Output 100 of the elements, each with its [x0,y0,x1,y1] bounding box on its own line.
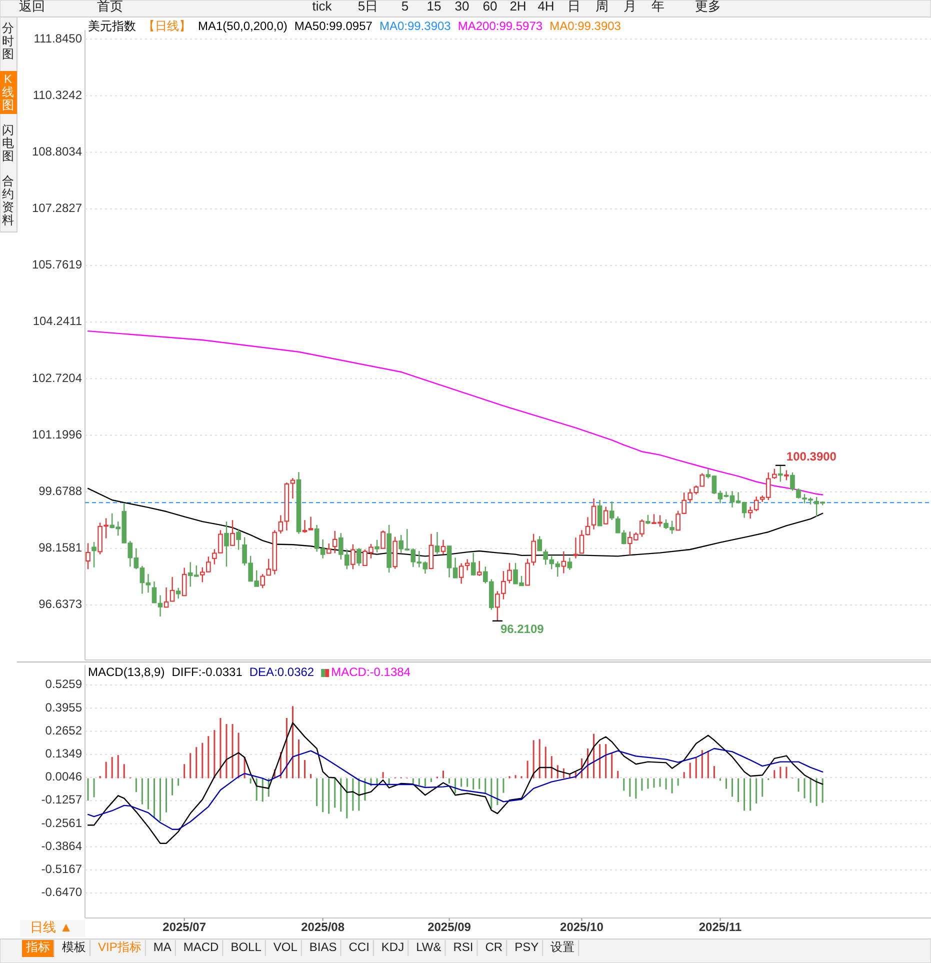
text: BIAS [309,940,337,954]
candlestick [567,557,572,571]
candlestick [573,536,578,560]
candlestick [182,567,187,596]
text: 5日 [358,0,378,14]
annotation: MA0:99.3903 [550,19,622,34]
text: MACD [183,940,220,954]
candlestick [86,542,90,570]
candlestick [597,499,602,527]
text: 分时图 [2,21,14,61]
text: LW& [416,940,442,954]
candlestick [543,548,548,566]
candlestick [428,533,434,570]
text: 闪电图 [2,123,14,163]
text: 2H [510,0,526,14]
candlestick [748,506,753,520]
candlestick [603,506,608,526]
y-tick-label: 102.7204 [32,370,82,385]
y-tick-label: 0.0046 [45,770,82,784]
legend-label: MACD:-0.1384 [331,665,411,680]
text: 日线 ▲ [30,919,72,934]
candlestick [778,464,783,482]
y-tick-label: 110.3242 [32,88,82,102]
text: 30 [454,0,470,14]
text: 5 [401,0,409,14]
y-tick-label: 0.1349 [45,746,82,761]
candlestick [350,544,356,570]
candlestick [332,530,338,554]
text: 模板 [62,940,86,954]
y-tick-label: 101.1996 [32,427,82,442]
candlestick [92,541,96,568]
x-tick-label: 2025/09 [428,920,472,934]
text: 指标 [25,940,50,954]
text: tick [312,0,332,14]
y-tick-label: 99.6788 [38,484,82,498]
candlestick [374,539,380,554]
candlestick [380,530,386,549]
text: CR [485,940,503,954]
candlestick [525,558,530,586]
candlestick [772,468,777,480]
candlestick [434,531,440,555]
candlestick [579,530,584,554]
text: VIP指标 [98,940,142,954]
text: KDJ [381,940,404,954]
candlestick [646,514,650,525]
text: K线图 [2,72,14,112]
candlestick [537,535,542,552]
text: 返回 [19,0,45,14]
text: 首页 [97,0,123,14]
candlestick [230,519,235,546]
text: MA200:99.5973 [458,19,543,34]
candlestick [152,580,157,604]
text: MA50:99.0957 [294,19,373,34]
text: 周 [596,0,608,14]
annotation: 100.3900 [786,450,837,464]
y-tick-label: 0.2652 [45,723,82,738]
y-tick-label: 0.5259 [45,677,82,692]
candlestick [754,496,759,512]
y-tick-label: -0.5167 [41,862,82,876]
candlestick [236,528,241,550]
chart-title: MACD(13,8,9) [88,665,165,680]
candlestick [507,562,512,584]
text: 4H [538,0,554,14]
annotation: 96.2109 [500,622,544,636]
chart-subtitle: 【日线】 [143,19,191,34]
candlestick [278,514,284,534]
text: CCI [348,940,370,954]
candlestick [585,516,590,536]
text: 月 [624,0,636,14]
text: 日 [568,0,580,14]
text: 设置 [550,940,575,954]
text: 60 [482,0,498,14]
ref-line-label: MA0:99.3903 [379,19,452,34]
line-series [87,748,824,830]
text: 更多 [695,0,721,14]
candlestick [440,539,446,555]
y-tick-label: 96.6373 [38,597,82,612]
text: DEA:0.0362 [249,665,314,680]
y-tick-label: 0.3955 [45,700,82,714]
text: MA [153,940,172,954]
text: DIFF:-0.0331 [172,665,243,680]
y-tick-label: -0.6470 [41,885,82,900]
text: 15 [426,0,442,14]
candlestick [609,500,614,521]
annotation: MA1(50,0,200,0) [198,19,288,34]
candlestick [591,498,596,530]
y-tick-label: 104.2411 [32,314,82,328]
x-tick-label: 2025/07 [162,920,206,934]
candlestick [260,573,266,589]
text: RSI [453,940,474,954]
candlestick [476,560,482,576]
y-tick-label: -0.3864 [41,838,82,853]
candlestick [784,470,789,481]
y-tick-label: 108.8034 [32,144,82,158]
candlestick [176,587,181,600]
text: VOL [273,940,298,954]
y-tick-label: 105.7619 [32,258,82,272]
chart-title: 美元指数 [88,19,136,34]
x-tick-label: 2025/08 [301,920,345,934]
candlestick [790,472,795,492]
